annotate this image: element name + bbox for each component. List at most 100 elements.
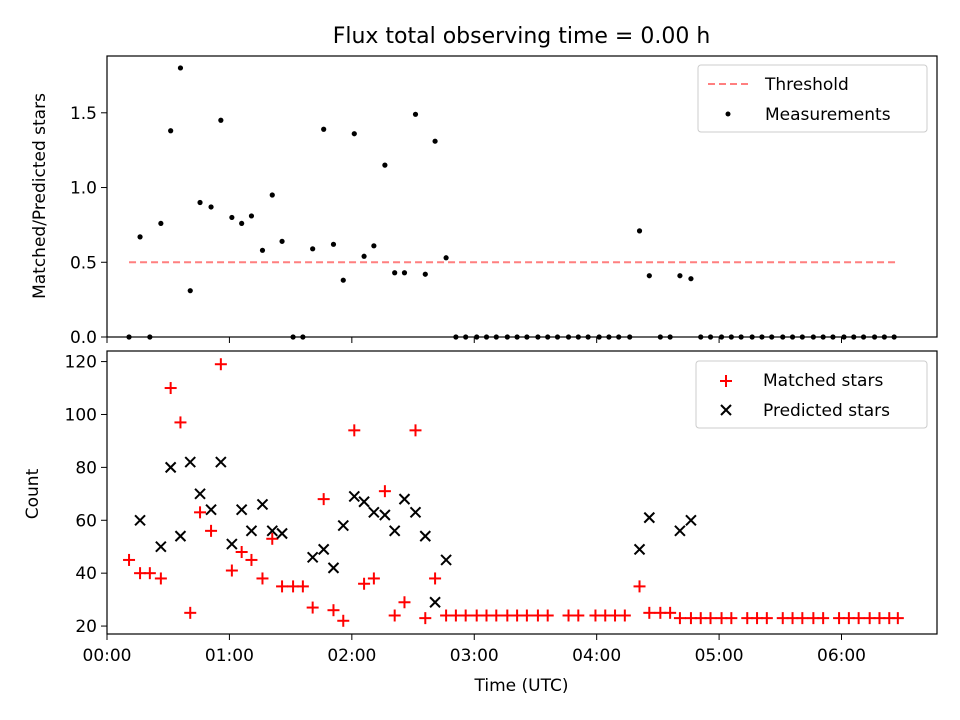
legend-matched-label: Matched stars	[763, 371, 883, 391]
matched-star-point	[378, 485, 391, 498]
predicted-star-point	[235, 503, 248, 516]
matched-star-point	[852, 612, 865, 625]
x-tick-label: 02:00	[327, 646, 376, 666]
matched-star-point	[817, 612, 830, 625]
x-tick-label: 00:00	[83, 646, 132, 666]
plot-ratio-frame	[106, 55, 938, 338]
legend-threshold-label: Threshold	[764, 75, 849, 95]
predicted-star-point	[643, 511, 656, 524]
predicted-star-point	[674, 525, 686, 537]
matched-star-point	[633, 580, 646, 593]
y-tick-label-count: 80	[75, 458, 97, 478]
x-tick-label: 01:00	[205, 646, 254, 666]
matched-star-point	[266, 532, 279, 545]
legend-measurement-label: Measurements	[765, 105, 891, 125]
y-axis-label-ratio: Matched/Predicted stars	[30, 93, 50, 299]
legend-predicted-label: Predicted stars	[763, 401, 890, 421]
measurement-point	[432, 138, 438, 144]
plot-ratio: Matched/Predicted stars 0.0 0.5 1.0 1.5 Thr…	[30, 55, 938, 348]
measurement-point	[636, 228, 643, 234]
measurement-point	[688, 276, 694, 282]
predicted-star-point	[306, 551, 319, 564]
matched-star-point	[490, 609, 503, 622]
predicted-star-point	[429, 596, 441, 608]
measurement-point	[351, 131, 357, 137]
matched-star-point	[704, 612, 717, 625]
matched-star-point	[143, 567, 156, 580]
y-tick-label-count: 20	[75, 617, 97, 637]
matched-star-point	[214, 358, 227, 371]
matched-star-point	[618, 609, 631, 622]
measurement-point	[269, 192, 275, 198]
legend-ratio: Threshold Measurements	[697, 64, 928, 133]
y-tick-label-ratio: 0.0	[70, 328, 97, 348]
measurement-point	[208, 204, 214, 210]
matched-star-point	[725, 612, 738, 625]
measurement-point	[229, 214, 235, 221]
x-tick-label: 06:00	[817, 646, 866, 666]
plot-count: Count Time (UTC) 20 40 60 80 100 120 00:00 01:0…	[23, 350, 938, 696]
predicted-star-point	[317, 543, 330, 556]
y-tick-label-count: 40	[75, 564, 97, 584]
plot-count-frame	[106, 350, 938, 635]
measurement-point	[321, 126, 327, 132]
predicted-star-point	[164, 461, 177, 474]
predicted-star-point	[398, 493, 411, 505]
measurement-point	[197, 199, 203, 206]
measurement-point	[248, 213, 255, 219]
predicted-star-point	[633, 543, 646, 556]
matched-star-point	[760, 612, 773, 625]
measurement-point	[330, 241, 337, 247]
predicted-star-point	[194, 488, 206, 500]
matched-star-point	[225, 564, 238, 577]
matched-star-point	[194, 506, 207, 519]
measurement-point	[371, 243, 377, 249]
predicted-star-point	[174, 530, 187, 542]
predicted-star-point	[419, 530, 431, 542]
matched-star-point	[184, 606, 197, 619]
matched-star-point	[205, 524, 218, 537]
matched-star-point	[256, 572, 269, 585]
predicted-star-point	[215, 456, 227, 468]
predicted-star-point	[337, 519, 349, 532]
matched-star-point	[520, 609, 533, 622]
matched-star-point	[673, 612, 686, 625]
y-axis-label-count: Count	[23, 468, 43, 519]
measurement-point	[187, 288, 193, 294]
matched-star-point	[664, 606, 677, 619]
matched-star-point	[367, 572, 380, 585]
predicted-star-point	[226, 538, 238, 550]
measurement-point	[239, 220, 245, 227]
measurement-point	[401, 270, 408, 276]
matched-star-point	[572, 609, 585, 622]
measurement-point	[168, 128, 174, 134]
measurement-point	[677, 273, 683, 279]
measurement-point	[361, 253, 367, 259]
predicted-star-point	[276, 527, 288, 540]
matched-star-point	[419, 612, 432, 625]
predicted-star-point	[368, 506, 380, 519]
matched-star-point	[306, 601, 319, 614]
chart-title: Flux total observing time = 0.00 h	[333, 24, 711, 49]
predicted-star-point	[409, 506, 422, 519]
matched-star-point	[276, 580, 289, 593]
measurement-point	[218, 117, 224, 123]
measurement-point	[646, 273, 652, 279]
matched-star-point	[164, 382, 177, 395]
predicted-star-point	[184, 456, 196, 468]
predicted-star-point	[266, 525, 278, 537]
predicted-star-point	[685, 514, 697, 526]
legend-matched-swatch	[720, 375, 732, 387]
measurement-point	[158, 220, 164, 227]
y-tick-label-ratio: 1.5	[70, 104, 97, 124]
legend-count: Matched stars Predicted stars	[695, 360, 928, 429]
predicted-star-point	[256, 498, 269, 511]
predicted-star-point	[379, 509, 391, 521]
matched-star-point	[245, 553, 258, 566]
predicted-star-point	[388, 525, 401, 537]
matched-star-point	[235, 546, 248, 559]
matched-star-point	[388, 609, 401, 622]
y-tick-label-ratio: 0.5	[70, 253, 97, 273]
matched-star-point	[296, 580, 309, 593]
